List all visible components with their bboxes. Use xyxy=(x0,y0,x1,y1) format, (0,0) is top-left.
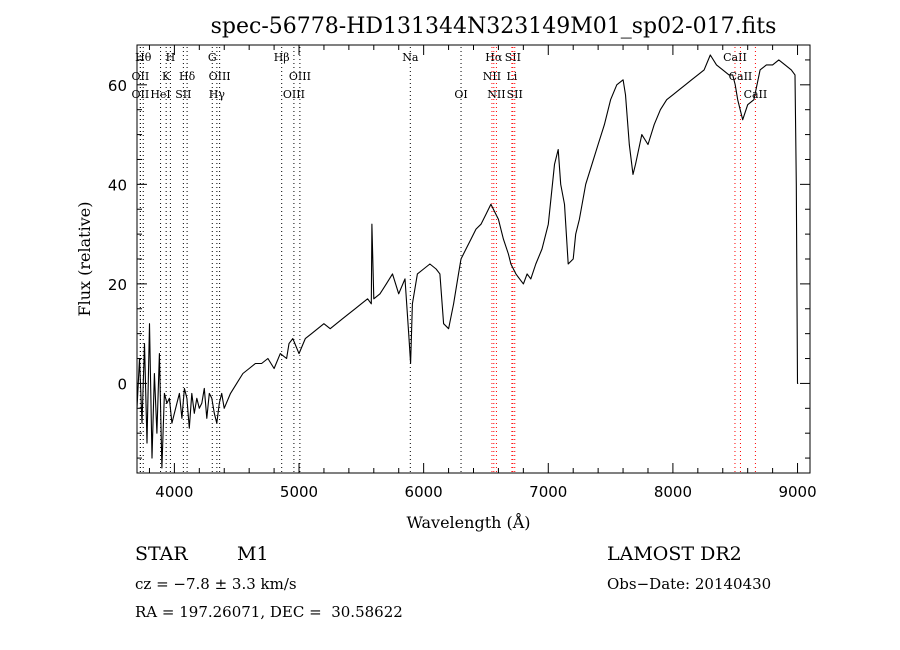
spectral-line-label: K xyxy=(162,70,171,83)
spectral-line-label: NII xyxy=(487,88,505,101)
y-tick-label: 20 xyxy=(108,276,127,294)
chart-title: spec-56778-HD131344N323149M01_sp02-017.f… xyxy=(211,14,777,39)
spectral-line-label: G xyxy=(208,51,217,64)
spectral-line-label: SII xyxy=(175,88,191,101)
spectral-line-label: OII xyxy=(132,70,150,83)
spectral-line-label: OII xyxy=(132,88,150,101)
spectral-line-label: Na xyxy=(402,51,419,64)
spectral-line-label: H xyxy=(166,51,176,64)
x-tick-label: 9000 xyxy=(778,483,816,501)
x-tick-label: 8000 xyxy=(654,483,692,501)
spectral-line-label: HeI xyxy=(150,88,170,101)
y-tick-label: 40 xyxy=(108,176,127,194)
spectral-line-label: SII xyxy=(507,88,523,101)
y-axis-label: Flux (relative) xyxy=(75,202,94,317)
x-tick-label: 7000 xyxy=(529,483,567,501)
spectral-line-label: OIII xyxy=(209,70,231,83)
spectrum-line xyxy=(136,54,799,469)
spectral-line-label: OIII xyxy=(283,88,305,101)
y-tick-label: 0 xyxy=(117,375,127,393)
observation-date: Obs−Date: 20140430 xyxy=(607,575,772,593)
object-subclass: M1 xyxy=(237,543,269,565)
y-tick-label: 60 xyxy=(108,77,127,95)
spectral-line-label: Hθ xyxy=(135,51,152,64)
spectral-line-label: CaII xyxy=(729,70,753,83)
x-axis-label: Wavelength (Å) xyxy=(406,512,530,532)
coordinates: RA = 197.26071, DEC = 30.58622 xyxy=(135,603,403,621)
x-tick-label: 4000 xyxy=(155,483,193,501)
survey-name: LAMOST DR2 xyxy=(607,543,742,565)
spectral-line-label: Li xyxy=(506,70,517,83)
spectral-line-label: Hα xyxy=(485,51,503,64)
spectral-line-label: Hδ xyxy=(179,70,196,83)
plot-frame xyxy=(136,44,811,474)
spectral-line-label: NII xyxy=(483,70,501,83)
spectral-line-label: Hγ xyxy=(209,88,226,101)
spectral-line-label: OI xyxy=(454,88,467,101)
x-tick-label: 5000 xyxy=(280,483,318,501)
x-tick-label: 6000 xyxy=(405,483,443,501)
spectral-line-label: Hβ xyxy=(274,51,290,64)
spectral-line-label: OIII xyxy=(289,70,311,83)
spectral-line-label: CaII xyxy=(723,51,747,64)
redshift-velocity: cz = −7.8 ± 3.3 km/s xyxy=(135,575,297,593)
object-class: STAR xyxy=(135,543,188,565)
spectral-line-label: SII xyxy=(505,51,521,64)
